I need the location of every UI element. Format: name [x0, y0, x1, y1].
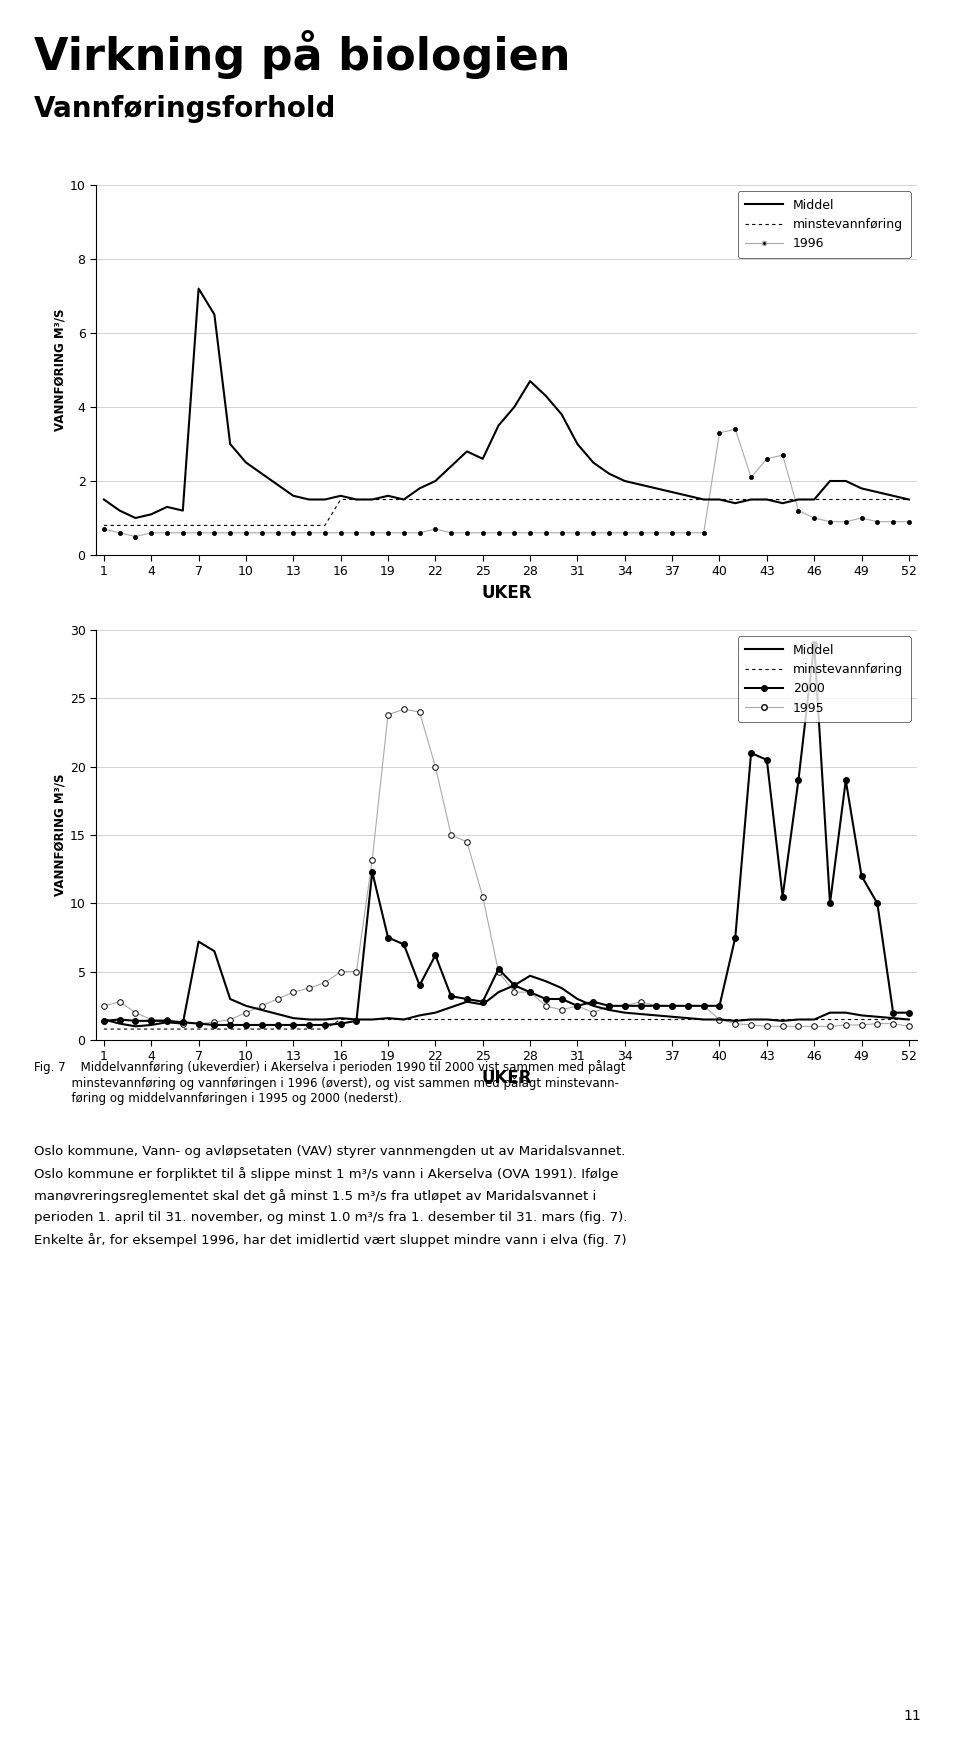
- Text: Fig. 7    Middelvannføring (ukeverdier) i Akerselva i perioden 1990 til 2000 vis: Fig. 7 Middelvannføring (ukeverdier) i A…: [34, 1060, 625, 1074]
- Text: perioden 1. april til 31. november, og minst 1.0 m³/s fra 1. desember til 31. ma: perioden 1. april til 31. november, og m…: [34, 1210, 627, 1224]
- Legend: Middel, minstevannføring, 1996: Middel, minstevannføring, 1996: [738, 192, 910, 258]
- Text: Virkning på biologien: Virkning på biologien: [34, 30, 570, 78]
- Text: Oslo kommune, Vann- og avløpsetaten (VAV) styrer vannmengden ut av Maridalsvanne: Oslo kommune, Vann- og avløpsetaten (VAV…: [34, 1146, 625, 1158]
- Y-axis label: VANNFØRING M³/S: VANNFØRING M³/S: [54, 309, 67, 431]
- Text: minstevannføring og vannføringen i 1996 (øverst), og vist sammen med pålagt mins: minstevannføring og vannføringen i 1996 …: [34, 1076, 618, 1090]
- Text: føring og middelvannføringen i 1995 og 2000 (nederst).: føring og middelvannføringen i 1995 og 2…: [34, 1092, 401, 1106]
- Text: Enkelte år, for eksempel 1996, har det imidlertid vært sluppet mindre vann i elv: Enkelte år, for eksempel 1996, har det i…: [34, 1233, 626, 1247]
- X-axis label: UKER: UKER: [481, 584, 532, 602]
- Text: Vannføringsforhold: Vannføringsforhold: [34, 94, 336, 124]
- Text: 11: 11: [904, 1709, 922, 1723]
- Text: Oslo kommune er forpliktet til å slippe minst 1 m³/s vann i Akerselva (OVA 1991): Oslo kommune er forpliktet til å slippe …: [34, 1167, 618, 1181]
- Text: manøvreringsreglementet skal det gå minst 1.5 m³/s fra utløpet av Maridalsvannet: manøvreringsreglementet skal det gå mins…: [34, 1189, 596, 1203]
- Legend: Middel, minstevannføring, 2000, 1995: Middel, minstevannføring, 2000, 1995: [738, 637, 910, 722]
- Y-axis label: VANNFØRING M³/S: VANNFØRING M³/S: [54, 774, 67, 896]
- X-axis label: UKER: UKER: [481, 1069, 532, 1087]
